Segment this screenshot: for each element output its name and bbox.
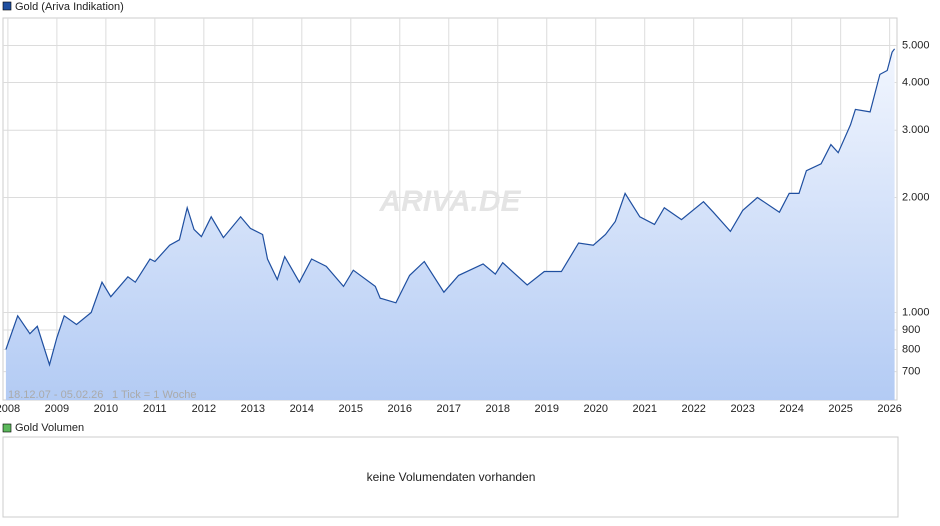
- y-tick-label: 3.000: [902, 124, 930, 136]
- x-tick-label: 2018: [486, 403, 510, 415]
- y-tick-label: 900: [902, 324, 920, 336]
- x-tick-label: 2017: [437, 403, 461, 415]
- y-tick-label: 1.000: [902, 306, 930, 318]
- x-tick-label: 2015: [339, 403, 363, 415]
- x-tick-label: 2021: [632, 403, 656, 415]
- x-tick-label: 2010: [94, 403, 118, 415]
- plot: [5, 48, 896, 401]
- legend-label: Gold (Ariva Indikation): [15, 1, 124, 13]
- volume-legend: Gold Volumen: [15, 422, 84, 434]
- price-line: [5, 48, 896, 367]
- x-tick-label: 2013: [241, 403, 265, 415]
- x-tick-label: 2026: [877, 403, 901, 415]
- area: [5, 48, 895, 401]
- x-tick-label: 2009: [45, 403, 69, 415]
- x-tick-label: 2014: [290, 403, 314, 415]
- legend-swatch: [2, 1, 12, 11]
- y-tick-label: 800: [902, 343, 920, 355]
- x-tick-label: 2012: [192, 403, 216, 415]
- volume-message: keine Volumendaten vorhanden: [367, 470, 536, 484]
- volume-frame: [2, 436, 899, 518]
- y-tick-label: 5.000: [902, 39, 930, 51]
- x-tick-label: 2023: [730, 403, 754, 415]
- y-tick-label: 700: [902, 366, 920, 378]
- x-tick-label: 2016: [388, 403, 412, 415]
- watermark: ARIVA.DE: [378, 185, 521, 218]
- y-tick-label: 4.000: [902, 76, 930, 88]
- x-tick-label: 2025: [828, 403, 852, 415]
- y-tick-label: 2.000: [902, 191, 930, 203]
- x-tick-label: 2022: [681, 403, 705, 415]
- x-tick-label: 2019: [535, 403, 559, 415]
- x-tick-label: 2008: [0, 403, 20, 415]
- x-tick-label: 2011: [143, 403, 167, 415]
- tick-note: 1 Tick = 1 Woche: [112, 389, 196, 401]
- x-tick-label: 2024: [779, 403, 803, 415]
- x-tick-label: 2020: [583, 403, 607, 415]
- date-range: 18.12.07 - 05.02.26: [8, 389, 103, 401]
- legend-swatch: [2, 423, 12, 433]
